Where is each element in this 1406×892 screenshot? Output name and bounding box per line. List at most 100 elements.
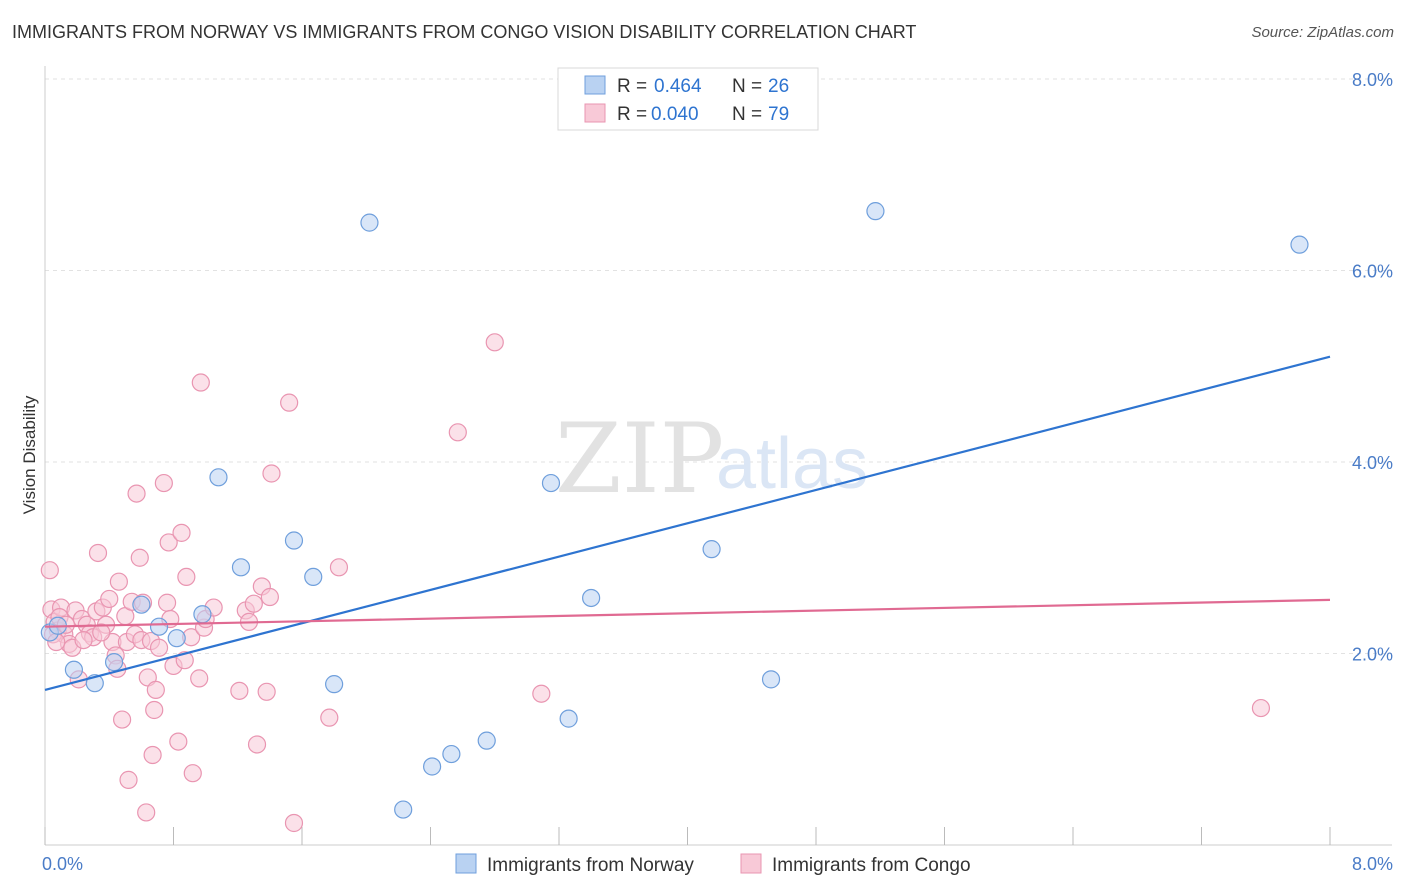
y-tick-label-2: 6.0% <box>1352 262 1393 282</box>
congo-point-65 <box>280 393 299 412</box>
watermark-zip: ZIP <box>555 403 724 515</box>
congo-point-69 <box>448 423 467 442</box>
legend-n-value-norway: 26 <box>768 76 789 97</box>
legend-n-label-congo: N = <box>732 104 762 125</box>
legend: R = 0.464 N = 26 R = 0.040 N = 79 <box>557 67 819 131</box>
y-tick-label-0: 2.0% <box>1352 645 1393 665</box>
legend-r-label-congo: R = <box>617 104 647 125</box>
legend-r-value-norway: 0.464 <box>654 76 702 97</box>
congo-point-67 <box>320 708 339 727</box>
legend-n-label-norway: N = <box>732 76 762 97</box>
legend-n-value-congo: 79 <box>768 104 789 125</box>
congo-point-66 <box>284 813 304 833</box>
congo-point-38 <box>146 680 165 699</box>
congo-point-47 <box>175 651 194 670</box>
norway-point-21 <box>582 588 601 608</box>
series-congo <box>40 333 1271 833</box>
source-label: Source: ZipAtlas.com <box>1251 24 1394 41</box>
congo-point-63 <box>260 587 279 607</box>
legend-r-label-norway: R = <box>617 76 647 97</box>
congo-point-48 <box>177 567 196 587</box>
norway-point-6 <box>149 617 169 636</box>
norway-point-16 <box>423 757 442 776</box>
grid-lines <box>45 78 1392 654</box>
congo-point-59 <box>244 594 263 613</box>
bottom-legend-label-norway: Immigrants from Norway <box>487 855 694 876</box>
chart-title: IMMIGRANTS FROM NORWAY VS IMMIGRANTS FRO… <box>12 22 917 42</box>
congo-point-52 <box>191 373 210 392</box>
congo-point-39 <box>149 638 169 657</box>
series-norway <box>40 202 1309 819</box>
norway-point-2 <box>64 660 84 679</box>
congo-point-41 <box>157 593 177 612</box>
congo-point-40 <box>154 473 173 493</box>
norway-point-4 <box>104 653 124 672</box>
congo-point-51 <box>190 669 209 688</box>
norway-point-13 <box>325 675 344 694</box>
congo-point-60 <box>247 735 267 754</box>
congo-point-26 <box>119 770 138 789</box>
congo-point-15 <box>88 543 108 563</box>
norway-point-11 <box>284 531 304 550</box>
bottom-legend-swatch-norway <box>455 853 477 874</box>
legend-swatch-congo <box>584 103 606 123</box>
bottom-legend-swatch-congo <box>740 853 762 874</box>
norway-point-19 <box>541 473 561 493</box>
norway-point-20 <box>559 709 578 728</box>
norway-point-22 <box>702 540 721 559</box>
congo-point-0 <box>40 561 59 580</box>
norway-point-14 <box>360 213 379 232</box>
norway-point-10 <box>231 558 251 577</box>
congo-point-72 <box>1251 698 1271 718</box>
x-tick-label-0: 0.0% <box>42 854 83 874</box>
congo-point-29 <box>127 484 146 503</box>
congo-point-45 <box>169 732 188 751</box>
congo-point-68 <box>329 558 349 577</box>
trend-line-norway <box>44 355 1331 691</box>
congo-point-71 <box>532 684 551 703</box>
congo-point-64 <box>262 464 281 483</box>
congo-point-22 <box>109 572 128 591</box>
norway-point-12 <box>304 567 323 587</box>
norway-point-23 <box>761 670 781 689</box>
congo-point-36 <box>143 745 162 765</box>
congo-point-78 <box>92 623 111 642</box>
norway-point-25 <box>1290 235 1309 254</box>
congo-point-62 <box>257 682 276 701</box>
congo-point-37 <box>145 700 164 720</box>
congo-point-23 <box>112 710 132 729</box>
congo-point-46 <box>172 523 191 542</box>
norway-point-15 <box>394 800 413 819</box>
y-tick-label-3: 8.0% <box>1352 70 1393 90</box>
x-tick-label-1: 8.0% <box>1352 854 1393 874</box>
y-tick-label-1: 4.0% <box>1352 453 1393 473</box>
norway-point-24 <box>866 202 885 221</box>
norway-point-7 <box>167 629 186 648</box>
y-axis-label: Vision Disability <box>20 395 39 514</box>
y-tick-labels: 2.0% 4.0% 6.0% 8.0% <box>1352 70 1393 665</box>
norway-point-18 <box>477 731 496 750</box>
trend-line-congo <box>44 598 1331 628</box>
watermark-atlas: atlas <box>716 424 868 504</box>
legend-swatch-norway <box>584 75 606 95</box>
norway-point-9 <box>209 468 228 487</box>
trend-lines <box>44 355 1331 691</box>
x-tick-labels: 0.0% 8.0% <box>42 854 1393 874</box>
axes <box>44 66 1392 846</box>
congo-point-30 <box>130 548 149 567</box>
congo-point-50 <box>183 764 202 783</box>
norway-point-5 <box>132 595 151 614</box>
legend-r-value-congo: 0.040 <box>651 104 699 125</box>
bottom-legend-label-congo: Immigrants from Congo <box>772 855 971 876</box>
congo-point-18 <box>100 589 119 609</box>
congo-point-33 <box>137 803 156 822</box>
congo-point-56 <box>230 681 249 700</box>
congo-point-42 <box>159 533 178 552</box>
norway-point-17 <box>442 744 461 764</box>
congo-point-70 <box>485 333 504 352</box>
congo-point-77 <box>74 630 93 650</box>
norway-point-8 <box>193 605 212 624</box>
watermark: ZIP atlas <box>555 403 868 515</box>
bottom-legend: Immigrants from Norway Immigrants from C… <box>455 853 971 876</box>
